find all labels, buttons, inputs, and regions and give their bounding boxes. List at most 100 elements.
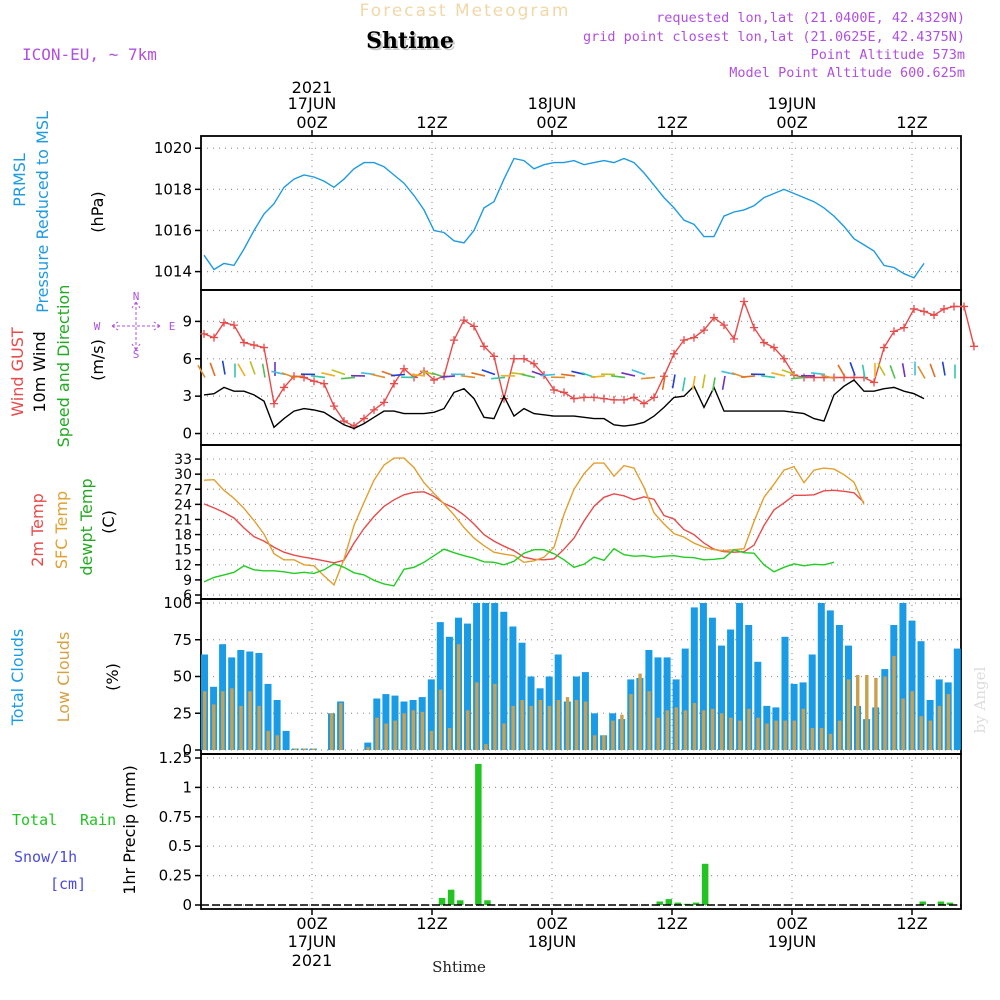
wind-direction-arrow bbox=[311, 375, 326, 379]
gust-point bbox=[810, 373, 818, 382]
total-cloud-bar bbox=[808, 654, 816, 750]
plot-area: 1014101610181020036969121518212427303302… bbox=[154, 78, 978, 970]
total-cloud-bar bbox=[445, 636, 453, 750]
wind-direction-arrow bbox=[341, 376, 356, 380]
low-cloud-bar bbox=[293, 748, 298, 750]
gust-point bbox=[210, 333, 218, 342]
bottom-hour-label: 00Z bbox=[536, 914, 567, 933]
gust-point bbox=[320, 379, 328, 388]
low-cloud-bar bbox=[856, 675, 860, 750]
low-cloud-bar bbox=[874, 678, 878, 750]
wind-direction-arrow bbox=[521, 373, 536, 379]
wind-gust-label: Wind GUST bbox=[8, 327, 27, 417]
low-cloud-bar bbox=[647, 691, 651, 750]
wind-direction-arrow bbox=[761, 375, 776, 379]
gust-point bbox=[950, 302, 958, 311]
wind-direction-arrow bbox=[721, 375, 726, 390]
gust-point bbox=[760, 338, 768, 347]
wind-direction-arrow bbox=[611, 375, 626, 379]
wind-direction-arrow bbox=[621, 372, 636, 377]
wind-direction-arrow bbox=[821, 374, 836, 380]
total-cloud-bar bbox=[718, 645, 725, 750]
compass-west: W bbox=[94, 320, 101, 333]
bottom-date-label: 17JUN bbox=[288, 932, 337, 951]
rain-bar bbox=[484, 900, 491, 905]
low-cloud-bar bbox=[330, 713, 334, 751]
location-title-shadow: Shtime bbox=[368, 30, 456, 56]
low-cloud-bar bbox=[375, 717, 379, 750]
wind-direction-arrow bbox=[441, 375, 456, 378]
low-cloud-bar bbox=[946, 694, 951, 750]
low-cloud-bar bbox=[366, 747, 370, 750]
low-cloud-bar bbox=[538, 700, 542, 750]
low-cloud-bar bbox=[783, 720, 787, 750]
wind-direction-arrow bbox=[837, 364, 846, 378]
model-label: ICON-EU, ~ 7km bbox=[22, 45, 157, 64]
gust-point bbox=[250, 341, 258, 350]
low-cloud-bar bbox=[457, 644, 461, 750]
wind-direction-arrow bbox=[889, 365, 896, 379]
low-cloud-bar bbox=[765, 723, 769, 750]
gust-point bbox=[220, 318, 228, 327]
low-cloud-bar bbox=[384, 723, 388, 750]
top-hour-label: 00Z bbox=[776, 113, 807, 132]
low-cloud-bar bbox=[466, 710, 470, 750]
total-cloud-bar bbox=[754, 661, 762, 750]
rain-bar bbox=[475, 763, 482, 905]
total-cloud-bar bbox=[708, 617, 716, 750]
low-cloud-bar bbox=[756, 717, 760, 750]
gust-point bbox=[430, 375, 438, 384]
total-cloud-bar bbox=[835, 625, 843, 750]
top-date-label: 19JUN bbox=[768, 94, 817, 113]
temperature-ytick-label: 18 bbox=[174, 528, 192, 544]
low-cloud-bar bbox=[674, 707, 678, 750]
gust-point bbox=[460, 316, 468, 325]
gust-point bbox=[920, 307, 928, 316]
total-cloud-bar bbox=[282, 730, 290, 750]
temperature-ytick-label: 33 bbox=[174, 452, 192, 468]
total-cloud-bar bbox=[727, 629, 735, 750]
clouds-ytick-label: 100 bbox=[163, 594, 192, 612]
low-cloud-bar bbox=[266, 730, 270, 750]
gust-point bbox=[280, 383, 288, 392]
wind-direction-arrow bbox=[481, 369, 496, 376]
wind-direction-arrow bbox=[331, 369, 346, 376]
gust-point bbox=[260, 343, 268, 352]
prmsl-label: PRMSL bbox=[10, 153, 29, 207]
low-cloud-bar bbox=[720, 713, 724, 751]
gust-point bbox=[740, 297, 748, 306]
10m-wind-label: 10m Wind bbox=[30, 331, 49, 412]
wind-direction-arrow bbox=[917, 365, 926, 379]
rain-bar bbox=[457, 900, 464, 905]
gust-point bbox=[380, 398, 388, 407]
gust-point bbox=[680, 336, 688, 345]
wind-direction-arrow bbox=[791, 376, 806, 380]
bottom-location: Shtime bbox=[432, 958, 486, 976]
wind-ytick-label: 0 bbox=[182, 425, 192, 443]
total-cloud-bar bbox=[690, 607, 698, 750]
low-cloud-bar bbox=[493, 683, 497, 750]
gust-point bbox=[580, 393, 588, 402]
low-clouds-label: Low Clouds bbox=[54, 632, 73, 723]
low-cloud-bar bbox=[311, 748, 316, 750]
wind-direction-arrow bbox=[781, 369, 796, 376]
clouds-ytick-label: 50 bbox=[173, 668, 192, 686]
precipitation-ytick-label: 1.25 bbox=[159, 749, 192, 767]
low-cloud-bar bbox=[738, 720, 742, 750]
low-cloud-bar bbox=[801, 708, 805, 750]
compass-east: E bbox=[169, 320, 176, 333]
low-cloud-bar bbox=[701, 710, 706, 750]
low-cloud-bar bbox=[919, 716, 923, 750]
gust-point bbox=[230, 321, 238, 330]
rain-bar bbox=[937, 901, 945, 905]
gust-point bbox=[910, 304, 918, 313]
low-cloud-bar bbox=[729, 717, 733, 750]
precipitation-ytick-label: 0.75 bbox=[159, 808, 192, 826]
gust-point bbox=[730, 334, 738, 343]
low-cloud-bar bbox=[556, 700, 561, 750]
low-cloud-bar bbox=[447, 728, 452, 750]
total-cloud-bar bbox=[654, 657, 662, 750]
speed-direction-label: Speed and Direction bbox=[54, 285, 73, 448]
low-cloud-bar bbox=[774, 720, 778, 750]
temperature-panel-frame bbox=[200, 444, 962, 600]
